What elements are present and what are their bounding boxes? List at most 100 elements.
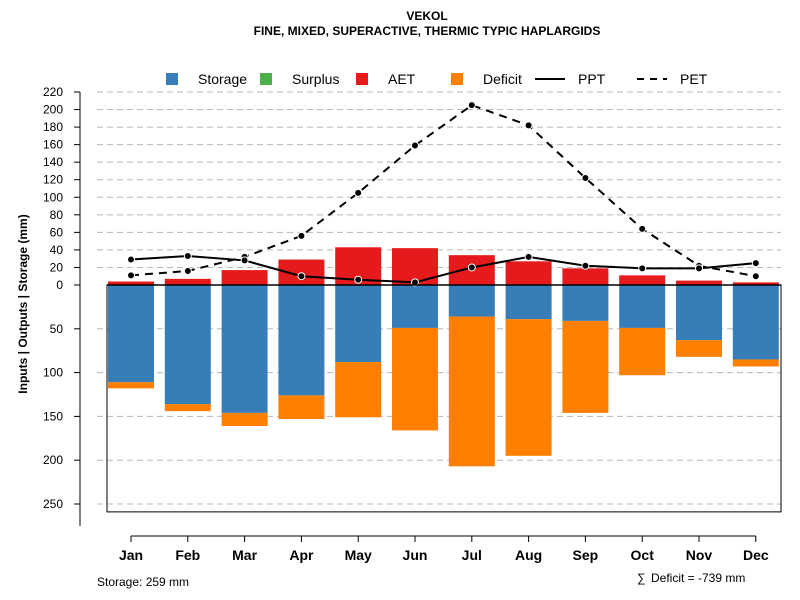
x-tick-label-may: May bbox=[345, 547, 372, 563]
legend-label-storage: Storage bbox=[198, 71, 247, 87]
pet-line bbox=[130, 104, 756, 278]
ppt-point-sep bbox=[581, 261, 590, 270]
lines bbox=[127, 101, 760, 287]
y-tick-label: 100 bbox=[43, 366, 63, 380]
aet-bar-mar bbox=[221, 270, 268, 285]
y-tick-label: 40 bbox=[50, 243, 64, 257]
y-tick-label: 200 bbox=[43, 103, 63, 117]
legend-swatch-deficit bbox=[451, 73, 463, 85]
legend-swatch-aet bbox=[356, 73, 368, 85]
storage-bar-aug bbox=[505, 285, 552, 320]
ppt-point-apr bbox=[297, 272, 306, 281]
ppt-point-jul bbox=[467, 263, 476, 272]
x-tick-label-jan: Jan bbox=[119, 547, 143, 563]
ppt-point-jan bbox=[127, 255, 135, 264]
aet-bar-aug bbox=[505, 261, 552, 285]
ppt-point-oct bbox=[638, 264, 647, 273]
x-tick-label-aug: Aug bbox=[515, 547, 542, 563]
deficit-bar-oct bbox=[619, 327, 666, 376]
x-tick-label-jun: Jun bbox=[403, 547, 428, 563]
legend-swatch-surplus bbox=[260, 73, 272, 85]
legend-label-pet: PET bbox=[680, 71, 708, 87]
storage-bar-apr bbox=[278, 285, 325, 396]
aet-bar-jan bbox=[108, 281, 154, 285]
deficit-bar-jul bbox=[448, 316, 495, 467]
aet-bar-dec bbox=[732, 282, 779, 285]
aet-bar-feb bbox=[164, 278, 211, 285]
y-tick-label: 200 bbox=[43, 453, 63, 467]
legend: Storage Surplus AET Deficit PPT PET bbox=[166, 71, 708, 87]
ppt-point-may bbox=[354, 275, 363, 284]
deficit-bar-sep bbox=[562, 320, 609, 413]
x-tick-label-oct: Oct bbox=[631, 547, 655, 563]
y-tick-label: 220 bbox=[43, 85, 63, 99]
y-tick-label: 0 bbox=[56, 278, 63, 292]
storage-bar-jan bbox=[108, 285, 154, 383]
ppt-point-nov bbox=[695, 264, 703, 273]
deficit-bar-apr bbox=[278, 395, 325, 420]
x-tick-label-apr: Apr bbox=[289, 547, 314, 563]
chart-subtitle: FINE, MIXED, SUPERACTIVE, THERMIC TYPIC … bbox=[254, 24, 601, 38]
x-tick-label-jul: Jul bbox=[462, 547, 482, 563]
legend-label-deficit: Deficit bbox=[483, 71, 522, 87]
deficit-bar-mar bbox=[221, 412, 268, 427]
deficit-bar-feb bbox=[164, 404, 211, 412]
pet-point-oct bbox=[638, 224, 647, 233]
storage-bar-jul bbox=[448, 285, 495, 317]
y-tick-label: 150 bbox=[43, 409, 63, 423]
pet-point-jun bbox=[411, 141, 419, 150]
storage-bar-mar bbox=[221, 285, 268, 413]
legend-swatch-storage bbox=[166, 73, 178, 85]
bars bbox=[108, 247, 779, 467]
pet-point-feb bbox=[183, 266, 192, 275]
pet-point-sep bbox=[581, 173, 590, 182]
x-tick-label-feb: Feb bbox=[175, 547, 200, 563]
x-tick-label-mar: Mar bbox=[232, 547, 257, 563]
storage-bar-nov bbox=[676, 285, 722, 341]
deficit-total: Deficit = -739 mm bbox=[651, 571, 745, 585]
y-tick-label: 250 bbox=[43, 497, 63, 511]
pet-point-aug bbox=[524, 121, 533, 130]
grid-lines bbox=[97, 91, 781, 505]
deficit-bar-nov bbox=[676, 340, 722, 357]
sigma-icon: ∑ bbox=[637, 571, 646, 585]
legend-label-aet: AET bbox=[388, 71, 416, 87]
y-tick-label: 180 bbox=[43, 120, 63, 134]
pet-point-jul bbox=[467, 101, 476, 110]
axes: 0 20 40 60 80 100 120 140 160 180 200 220 50 100 150 20… bbox=[43, 85, 782, 563]
deficit-bar-aug bbox=[505, 319, 552, 456]
storage-bar-sep bbox=[562, 285, 609, 321]
legend-label-surplus: Surplus bbox=[292, 71, 339, 87]
ppt-line bbox=[130, 255, 756, 284]
storage-bar-may bbox=[335, 285, 382, 363]
y-tick-label: 50 bbox=[50, 322, 64, 336]
ppt-point-feb bbox=[183, 252, 192, 261]
legend-label-ppt: PPT bbox=[578, 71, 606, 87]
deficit-bar-dec bbox=[732, 359, 779, 367]
aet-bar-nov bbox=[676, 280, 722, 285]
ppt-point-jun bbox=[411, 278, 419, 287]
ppt-point-mar bbox=[240, 256, 249, 265]
y-tick-label: 20 bbox=[50, 260, 64, 274]
chart-title: VEKOL bbox=[406, 9, 447, 23]
x-tick-label-dec: Dec bbox=[743, 547, 769, 563]
storage-bar-jun bbox=[392, 285, 438, 328]
y-axis-label: Inputs | Outputs | Storage (mm) bbox=[16, 214, 30, 393]
storage-bar-feb bbox=[164, 285, 211, 405]
y-tick-label: 60 bbox=[50, 225, 64, 239]
storage-bar-dec bbox=[732, 285, 779, 360]
y-tick-label: 80 bbox=[50, 208, 64, 222]
x-tick-label-sep: Sep bbox=[573, 547, 599, 563]
x-tick-label-nov: Nov bbox=[686, 547, 713, 563]
pet-point-apr bbox=[297, 231, 306, 240]
aet-bar-oct bbox=[619, 275, 666, 285]
pet-point-may bbox=[354, 188, 363, 197]
pet-point-dec bbox=[751, 272, 760, 281]
ppt-point-aug bbox=[524, 252, 533, 261]
storage-bar-oct bbox=[619, 285, 666, 328]
storage-note: Storage: 259 mm bbox=[97, 575, 189, 589]
y-tick-label: 100 bbox=[43, 190, 63, 204]
y-tick-label: 160 bbox=[43, 138, 63, 152]
deficit-bar-jan bbox=[108, 382, 154, 389]
